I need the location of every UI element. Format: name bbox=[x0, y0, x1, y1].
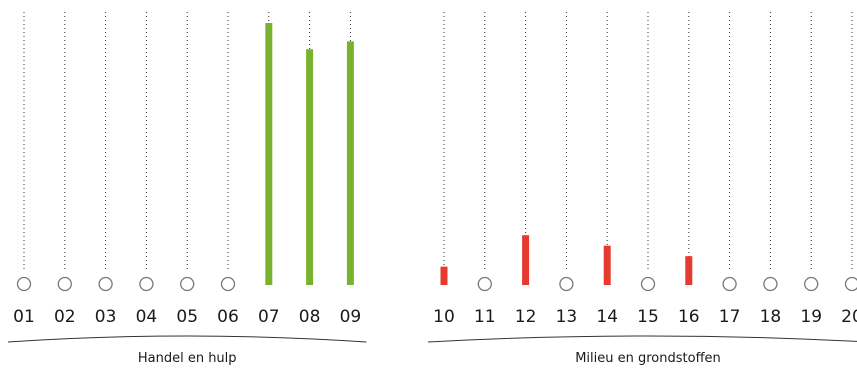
x-tick-label: 02 bbox=[54, 307, 76, 327]
x-tick-label: 09 bbox=[340, 307, 362, 327]
empty-marker bbox=[763, 276, 778, 292]
gridlines bbox=[23, 12, 853, 270]
bar bbox=[346, 41, 354, 286]
bar bbox=[522, 235, 530, 285]
empty-marker bbox=[844, 276, 857, 292]
x-tick-label: 17 bbox=[719, 307, 741, 327]
x-tick-label: 15 bbox=[637, 307, 659, 327]
x-tick-label: 12 bbox=[515, 307, 537, 327]
empty-marker bbox=[220, 276, 236, 292]
x-tick-label: 20 bbox=[841, 307, 857, 327]
bar bbox=[603, 245, 611, 285]
empty-marker bbox=[57, 276, 72, 292]
x-tick-label: 18 bbox=[760, 307, 782, 327]
group-brackets: Handel en hulp Milieu en grondstoffen bbox=[7, 335, 857, 366]
bar bbox=[306, 49, 314, 286]
empty-marker bbox=[16, 276, 32, 292]
x-tick-label: 04 bbox=[136, 307, 158, 327]
x-tick-label: 03 bbox=[95, 307, 117, 327]
group-bracket bbox=[7, 335, 367, 343]
x-tick-label: 16 bbox=[678, 307, 700, 327]
bar bbox=[265, 23, 273, 285]
bar bbox=[685, 256, 693, 285]
x-tick-label: 11 bbox=[474, 307, 496, 327]
group-bracket bbox=[427, 335, 857, 343]
x-tick-label: 10 bbox=[433, 307, 455, 327]
empty-marker bbox=[722, 276, 737, 292]
empty-marker bbox=[98, 276, 113, 292]
x-tick-label: 19 bbox=[800, 307, 822, 327]
empty-marker bbox=[477, 276, 492, 292]
empty-marker bbox=[640, 276, 656, 292]
tick-labels: 01 02 03 04 05 06 07 08 09 10 11 12 13 14 15 16 17 18 19 20 bbox=[13, 307, 857, 327]
group-label: Milieu en grondstoffen bbox=[575, 351, 721, 366]
empty-marker bbox=[559, 276, 574, 292]
empty-marker bbox=[180, 276, 195, 292]
x-tick-label: 05 bbox=[176, 307, 198, 327]
empty-marker bbox=[139, 276, 154, 292]
x-tick-label: 08 bbox=[299, 307, 321, 327]
x-tick-label: 14 bbox=[596, 307, 618, 327]
group-label: Handel en hulp bbox=[138, 351, 237, 366]
x-tick-label: 01 bbox=[13, 307, 35, 327]
x-tick-label: 06 bbox=[217, 307, 239, 327]
marks bbox=[16, 23, 857, 292]
empty-marker bbox=[804, 276, 819, 292]
x-tick-label: 13 bbox=[556, 307, 578, 327]
x-tick-label: 07 bbox=[258, 307, 280, 327]
bar bbox=[440, 266, 448, 285]
